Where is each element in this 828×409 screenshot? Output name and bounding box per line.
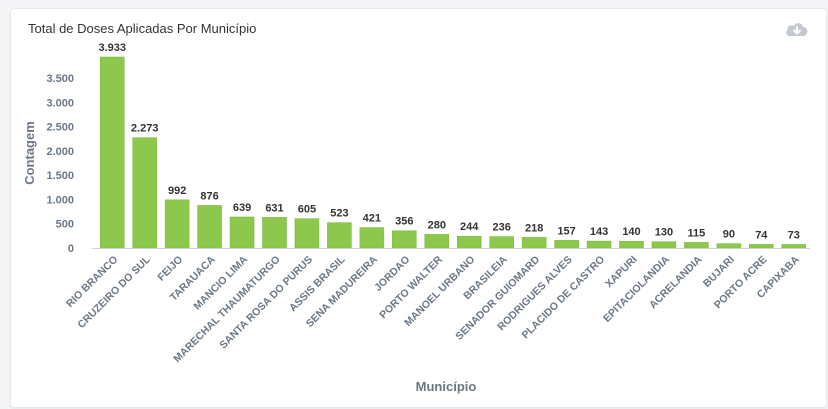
- bar-value-label: 115: [688, 227, 706, 239]
- bar-value-label: 244: [460, 221, 479, 233]
- bar-value-label: 356: [395, 216, 413, 228]
- y-tick-label: 0: [68, 243, 74, 255]
- bar-value-label: 74: [755, 229, 768, 241]
- bar[interactable]: [619, 240, 644, 249]
- bar[interactable]: [359, 227, 385, 249]
- bar-value-label: 140: [622, 226, 640, 238]
- bar-value-label: 143: [590, 226, 608, 238]
- bar-value-label: 2.273: [131, 123, 159, 135]
- bar[interactable]: [327, 222, 352, 249]
- bar[interactable]: [651, 241, 677, 249]
- bar-value-label: 90: [723, 229, 735, 241]
- bar-value-label: 3.933: [98, 42, 126, 54]
- y-tick-label: 2.500: [46, 122, 74, 134]
- bar-value-label: 992: [168, 185, 186, 197]
- x-axis-title: Município: [416, 379, 477, 394]
- bar[interactable]: [424, 234, 450, 249]
- y-tick-label: 2.000: [46, 146, 74, 158]
- bar[interactable]: [716, 243, 742, 249]
- y-tick-label: 500: [56, 219, 74, 231]
- bar[interactable]: [197, 205, 222, 249]
- x-tick-label: FEIJO: [155, 254, 185, 284]
- y-axis-title: Contagem: [22, 121, 37, 185]
- bar[interactable]: [392, 230, 417, 249]
- bar[interactable]: [781, 244, 807, 249]
- bar[interactable]: [749, 244, 774, 249]
- bar-value-label: 73: [788, 229, 800, 241]
- bar[interactable]: [684, 242, 709, 249]
- bar[interactable]: [586, 240, 612, 249]
- y-axis: 0 500 1.000 1.500 2.000 2.500 3.000 3.500: [46, 73, 74, 255]
- bar-value-label: 236: [493, 222, 511, 234]
- bar[interactable]: [99, 56, 125, 249]
- bar[interactable]: [521, 237, 547, 249]
- y-tick-label: 1.500: [46, 170, 74, 182]
- bar[interactable]: [456, 235, 482, 249]
- bar-value-label: 605: [298, 204, 316, 216]
- bar-value-label: 218: [525, 222, 543, 234]
- bar-value-label: 639: [233, 202, 251, 214]
- bar[interactable]: [262, 217, 287, 249]
- bar-value-label: 280: [428, 219, 446, 231]
- bar[interactable]: [229, 216, 255, 249]
- y-tick-label: 3.500: [46, 73, 74, 85]
- bar-value-label: 130: [655, 227, 673, 239]
- x-tick-label: ASSIS BRASIL: [287, 253, 348, 314]
- y-tick-label: 1.000: [46, 194, 74, 206]
- chart-title: Total de Doses Aplicadas Por Município: [28, 21, 257, 36]
- cloud-download-icon[interactable]: [784, 19, 810, 41]
- bar[interactable]: [164, 199, 190, 249]
- y-tick-label: 3.000: [46, 97, 74, 109]
- bar-value-label: 876: [200, 190, 218, 202]
- bar[interactable]: [554, 240, 579, 249]
- bar-value-label: 157: [557, 225, 575, 237]
- bar-value-label: 631: [265, 202, 283, 214]
- bar[interactable]: [132, 137, 157, 249]
- bar[interactable]: [294, 218, 320, 249]
- bar[interactable]: [489, 236, 514, 249]
- data-labels: 3.933 2.273 992 876 639 631 605 523 421 356 280 244…: [98, 42, 799, 241]
- bar-series: [99, 56, 807, 249]
- bar-value-label: 421: [363, 213, 381, 225]
- bar-value-label: 523: [330, 208, 348, 220]
